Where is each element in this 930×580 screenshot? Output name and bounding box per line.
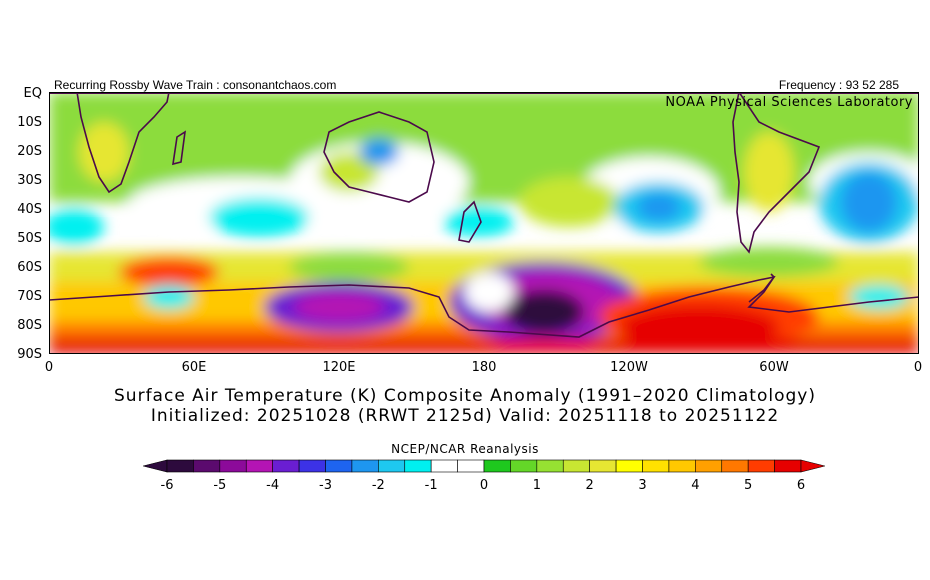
map-title-line1: Surface Air Temperature (K) Composite An… xyxy=(114,386,816,406)
colorbar-tick-label: 2 xyxy=(585,478,594,493)
colorbar-tick-label: -4 xyxy=(266,478,280,493)
colorbar-tick-label: 0 xyxy=(479,478,489,493)
colorbar-swatch xyxy=(245,459,273,473)
colorbar-swatch xyxy=(378,459,406,473)
colorbar-swatch xyxy=(166,459,194,473)
colorbar-swatch xyxy=(589,459,617,473)
lat-label: EQ xyxy=(23,86,42,101)
lat-label: 10S xyxy=(17,115,42,130)
colorbar-swatch xyxy=(774,459,802,473)
colorbar-tick-label: -1 xyxy=(424,478,438,493)
colorbar-title: NCEP/NCAR Reanalysis xyxy=(391,442,539,456)
lon-label: 60W xyxy=(759,360,789,375)
colorbar-tick-label: 4 xyxy=(691,478,700,493)
colorbar-swatch xyxy=(430,459,458,473)
colorbar-tick-label: -5 xyxy=(213,478,227,493)
colorbar-swatch xyxy=(615,459,643,473)
colorbar-swatch xyxy=(642,459,670,473)
colorbar xyxy=(143,459,825,473)
colorbar-tick-label: -2 xyxy=(371,478,385,493)
colorbar-swatch xyxy=(483,459,511,473)
colorbar-swatch xyxy=(404,459,432,473)
lon-label: 0 xyxy=(44,360,54,375)
lat-label: 90S xyxy=(17,347,42,362)
colorbar-swatch xyxy=(747,459,775,473)
lat-label: 60S xyxy=(17,260,42,275)
colorbar-swatch xyxy=(668,459,696,473)
colorbar-swatch xyxy=(193,459,221,473)
map-title-line2: Initialized: 20251028 (RRWT 2125d) Valid… xyxy=(150,406,780,426)
lon-label: 180 xyxy=(471,360,497,375)
colorbar-swatch xyxy=(325,459,353,473)
coastlines xyxy=(49,92,919,338)
lon-label: 120W xyxy=(610,360,648,375)
anomaly-field xyxy=(49,92,919,354)
colorbar-min-arrow xyxy=(143,459,168,473)
colorbar-swatch xyxy=(298,459,326,473)
colorbar-swatch xyxy=(721,459,749,473)
colorbar-swatch xyxy=(351,459,379,473)
colorbar-swatch xyxy=(695,459,723,473)
colorbar-tick-label: -6 xyxy=(160,478,174,493)
header-left-text: Recurring Rossby Wave Train : consonantc… xyxy=(54,78,337,92)
colorbar-swatch xyxy=(536,459,564,473)
colorbar-tick-label: 1 xyxy=(532,478,541,493)
colorbar-max-arrow xyxy=(800,459,825,473)
lat-label: 80S xyxy=(17,318,42,333)
lon-label: 60E xyxy=(181,360,207,375)
colorbar-tick-label: 5 xyxy=(744,478,753,493)
lat-label: 30S xyxy=(17,173,42,188)
header-right-text: Frequency : 93 52 285 xyxy=(778,78,899,92)
lat-label: 70S xyxy=(17,289,42,304)
colorbar-swatch xyxy=(272,459,300,473)
colorbar-swatch xyxy=(562,459,590,473)
colorbar-swatch xyxy=(219,459,247,473)
colorbar-tick-label: 6 xyxy=(796,478,806,493)
colorbar-swatch xyxy=(457,459,485,473)
colorbar-swatch xyxy=(510,459,538,473)
colorbar-tick-label: -3 xyxy=(319,478,332,493)
lon-label: 0 xyxy=(913,360,923,375)
anomaly-map: NOAA Physical Sciences Laboratory xyxy=(49,92,919,354)
lat-label: 50S xyxy=(17,231,42,246)
map-frame xyxy=(49,92,919,354)
lat-label: 40S xyxy=(17,202,42,217)
lat-label: 20S xyxy=(17,144,42,159)
noaa-credit: NOAA Physical Sciences Laboratory xyxy=(665,95,913,110)
colorbar-tick-label: 3 xyxy=(638,478,647,493)
lon-label: 120E xyxy=(322,360,356,375)
